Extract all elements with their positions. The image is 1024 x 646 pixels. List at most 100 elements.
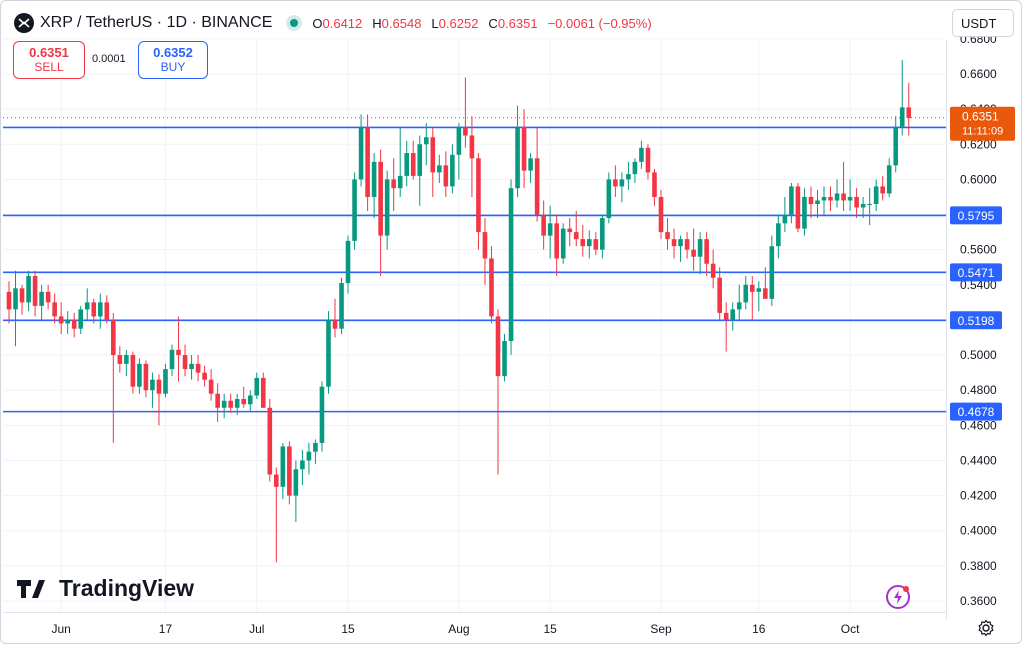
candle-body: [150, 379, 155, 391]
y-tick-label: 0.4000: [960, 524, 997, 538]
chart-header: XRP / TetherUS · 1D · BINANCE O0.6412 H0…: [14, 12, 652, 34]
level-tag-label: 0.5198: [958, 314, 995, 328]
candle-body: [567, 228, 573, 233]
candle-body: [26, 276, 31, 303]
candle-body: [665, 232, 670, 240]
candle-body: [808, 196, 814, 204]
candle-body: [593, 239, 599, 250]
candle-body: [906, 107, 912, 118]
candle-body: [528, 158, 533, 171]
candle-body: [736, 302, 742, 310]
candle-body: [456, 126, 462, 155]
y-tick-label: 0.6000: [960, 172, 997, 186]
candle-body: [443, 165, 449, 187]
candle-body: [691, 249, 696, 257]
candle-body: [352, 179, 357, 241]
grid: [3, 38, 947, 620]
candle-body: [554, 223, 559, 259]
ohlc-low: L0.6252: [431, 15, 479, 31]
candle-body: [893, 126, 899, 166]
candle-body: [802, 196, 807, 229]
candle-body: [195, 363, 201, 373]
candle-body: [52, 302, 57, 317]
candle-body: [378, 161, 383, 236]
symbol-title[interactable]: XRP / TetherUS · 1D · BINANCE: [40, 14, 273, 31]
candle-body: [469, 135, 475, 159]
ohlc-high: H0.6548: [372, 15, 422, 31]
buy-button[interactable]: 0.6352 BUY: [138, 41, 208, 79]
candle-body: [391, 179, 396, 189]
candle-body: [260, 377, 266, 408]
candle-body: [847, 196, 853, 201]
candle-body: [880, 186, 885, 194]
level-tag: [950, 311, 1002, 330]
candle-body: [437, 165, 442, 173]
candle-body: [319, 386, 325, 443]
candle-body: [560, 228, 566, 259]
brand-name: TradingView: [59, 575, 195, 601]
candle-body: [19, 288, 25, 303]
sell-button[interactable]: 0.6351 SELL: [13, 41, 85, 79]
level-tag: [950, 263, 1002, 282]
candle-body: [104, 302, 110, 320]
candle-body: [228, 400, 233, 408]
candle-body: [619, 179, 625, 187]
candle-body: [91, 302, 97, 317]
candle-body: [710, 263, 716, 278]
candle-body: [854, 196, 859, 208]
countdown-label: 11:11:09: [962, 126, 1003, 138]
candle-body: [684, 239, 690, 250]
candle-body: [111, 319, 116, 356]
y-tick-label: 0.4600: [960, 418, 997, 432]
candle-body: [71, 319, 77, 329]
y-tick-label: 0.3800: [960, 559, 997, 573]
candle-body: [397, 175, 403, 189]
candle-body: [78, 309, 84, 329]
candle-body: [867, 203, 872, 205]
candle-body: [717, 277, 722, 313]
candle-body: [508, 188, 514, 342]
candle-body: [221, 400, 227, 408]
x-tick-label: 17: [159, 622, 173, 636]
x-tick-label: Jul: [249, 622, 264, 636]
candle-body: [32, 276, 38, 306]
candle-body: [117, 355, 123, 364]
candle-body: [515, 126, 520, 189]
candle-body: [274, 474, 279, 487]
candle-body: [39, 291, 44, 306]
currency-select[interactable]: USDT: [952, 9, 1014, 37]
candle-body: [65, 319, 70, 324]
settings-gear-icon[interactable]: [977, 619, 995, 637]
candle-body: [580, 239, 586, 247]
candle-body: [671, 239, 677, 247]
candle-body: [358, 126, 364, 180]
candle-body: [495, 316, 501, 377]
x-tick-label: 16: [752, 622, 766, 636]
candle-body: [156, 379, 162, 394]
y-tick-label: 0.5600: [960, 243, 997, 257]
candle-body: [293, 469, 299, 496]
candle-body: [769, 246, 775, 299]
x-tick-label: 15: [341, 622, 355, 636]
candle-body: [482, 232, 488, 259]
candle-body: [730, 309, 736, 320]
candle-body: [886, 165, 892, 194]
x-tick-label: Oct: [841, 622, 860, 636]
candle-body: [541, 214, 546, 236]
flash-icon[interactable]: [885, 584, 911, 610]
candle-body: [84, 302, 90, 310]
candle-body: [639, 147, 644, 162]
candle-body: [860, 203, 866, 208]
candle-body: [313, 442, 318, 452]
x-tick-label: 15: [543, 622, 557, 636]
y-tick-label: 0.3600: [960, 594, 997, 608]
candle-body: [254, 377, 260, 396]
candle-body: [828, 196, 833, 201]
level-tag-label: 0.5795: [958, 209, 995, 223]
candle-body: [410, 153, 416, 176]
candle-body: [176, 349, 181, 356]
candle-body: [143, 363, 149, 391]
candle-body: [749, 284, 755, 292]
